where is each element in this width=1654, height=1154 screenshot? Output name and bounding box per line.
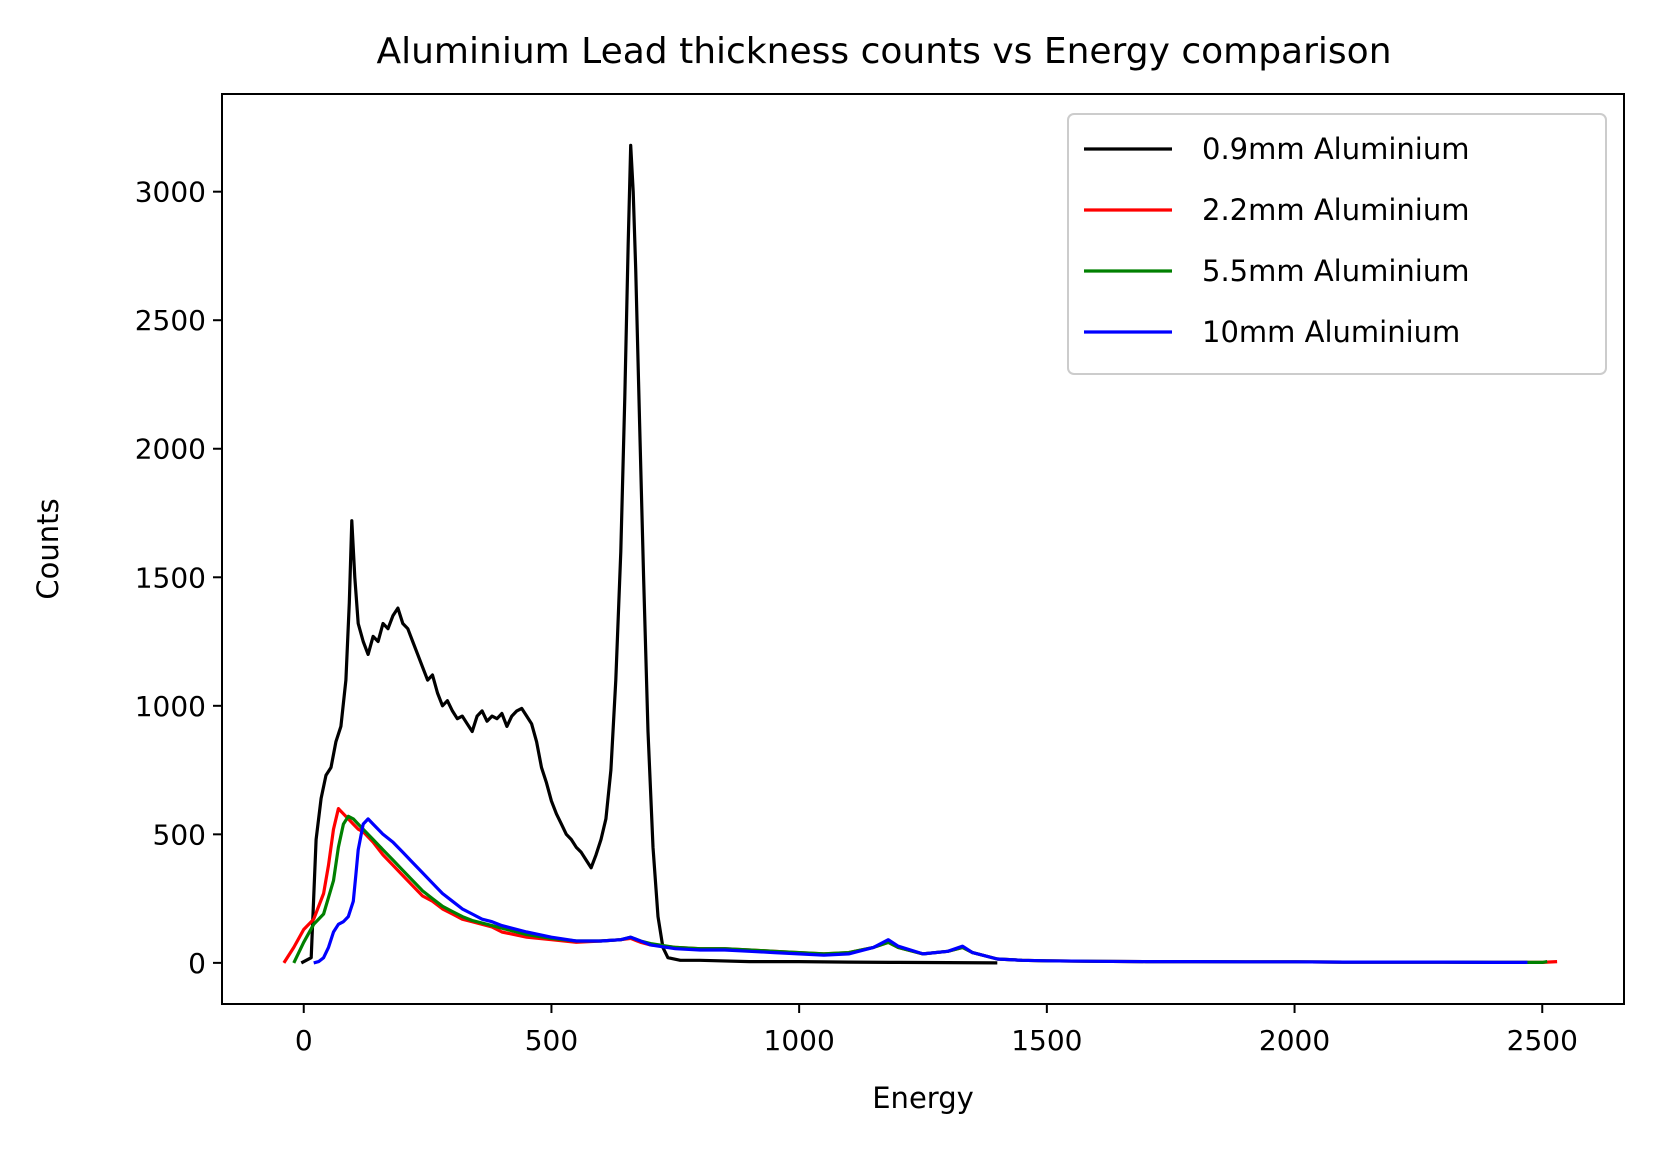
- legend-label-2: 2.2mm Aluminium: [1202, 193, 1470, 227]
- legend-label-1: 0.9mm Aluminium: [1202, 132, 1470, 166]
- y-tick-label: 500: [153, 818, 206, 851]
- x-tick-label: 2500: [1507, 1024, 1578, 1057]
- x-axis-label: Energy: [872, 1081, 974, 1115]
- y-axis-label: Counts: [31, 498, 65, 599]
- x-tick-label: 1000: [764, 1024, 835, 1057]
- x-tick-label: 1500: [1011, 1024, 1082, 1057]
- x-tick-label: 2000: [1259, 1024, 1330, 1057]
- x-tick-label: 500: [525, 1024, 578, 1057]
- x-axis: 0 500 1000 1500 2000 2500: [295, 1004, 1578, 1057]
- legend: 0.9mm Aluminium 2.2mm Aluminium 5.5mm Alum…: [1067, 113, 1607, 375]
- y-tick-label: 1500: [135, 561, 206, 594]
- chart-title: Aluminium Lead thickness counts vs Energ…: [376, 31, 1391, 72]
- y-tick-label: 3000: [135, 176, 206, 209]
- legend-box: [1067, 113, 1607, 375]
- y-tick-label: 1000: [135, 690, 206, 723]
- plot-area: [282, 143, 1558, 965]
- series-line-2: [282, 807, 1558, 964]
- legend-label-4: 10mm Aluminium: [1202, 315, 1460, 349]
- axes-frame: [221, 93, 1625, 1005]
- y-tick-label: 0: [188, 947, 206, 980]
- series-line-3: [292, 814, 1548, 964]
- legend-label-3: 5.5mm Aluminium: [1202, 254, 1470, 288]
- x-tick-label: 0: [295, 1024, 313, 1057]
- y-tick-label: 2000: [135, 433, 206, 466]
- series-line-1: [300, 143, 998, 965]
- y-tick-label: 2500: [135, 304, 206, 337]
- series-line-4: [313, 817, 1528, 965]
- y-axis: 0 500 1000 1500 2000 2500 3000: [135, 176, 222, 980]
